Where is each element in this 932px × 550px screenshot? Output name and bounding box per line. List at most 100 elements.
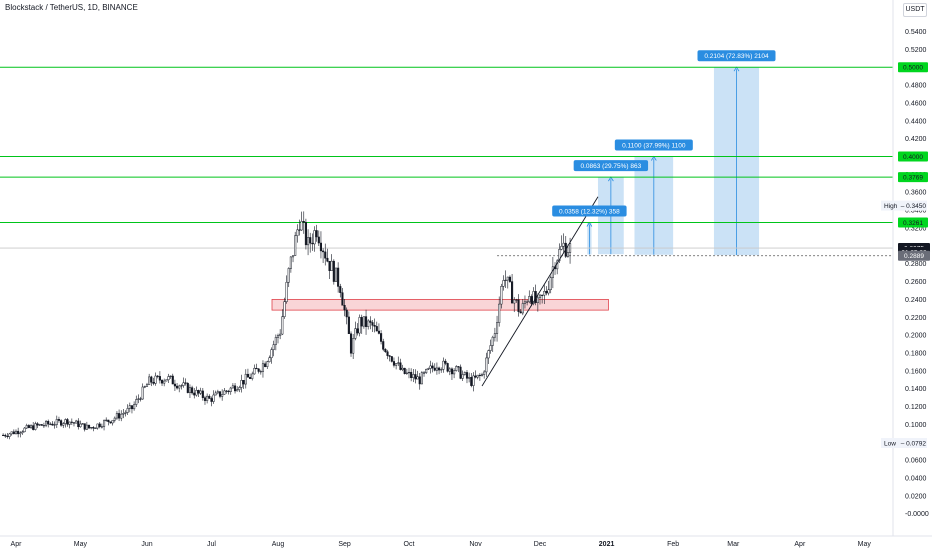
candle-up — [188, 387, 192, 393]
candle-up — [268, 357, 271, 362]
y-tick-label: 0.2400 — [905, 297, 927, 304]
candle-down — [4, 434, 7, 437]
candle-down — [375, 326, 378, 332]
candle-up — [480, 374, 484, 376]
candle-up — [279, 333, 282, 336]
candle-up — [85, 424, 88, 430]
candle-up — [294, 235, 297, 256]
candle-up — [68, 421, 71, 425]
candle-up — [62, 423, 65, 426]
candle-up — [313, 230, 316, 245]
candle-up — [94, 427, 97, 429]
candle-up — [291, 255, 295, 258]
candle-down — [257, 368, 260, 372]
candle-up — [229, 387, 232, 392]
candle-up — [538, 294, 542, 299]
candle-down — [356, 328, 359, 334]
candle-down — [186, 383, 189, 393]
candle-down — [6, 435, 9, 437]
candle-down — [410, 371, 413, 378]
candle-down — [530, 296, 533, 304]
measure-label-bg — [697, 50, 776, 62]
level-badge — [898, 62, 928, 73]
candle-up — [493, 333, 496, 338]
candle-down — [380, 333, 383, 342]
measure-label: 0.0863 (29.75%) 863 — [581, 163, 642, 170]
candle-up — [29, 425, 33, 428]
candle-up — [358, 317, 361, 334]
candle-up — [272, 344, 275, 350]
candle-up — [182, 382, 185, 386]
candle-down — [511, 281, 514, 304]
candle-up — [495, 322, 499, 334]
candle-up — [442, 360, 445, 370]
y-tick-label: 0.3400 — [905, 208, 927, 215]
candle-up — [281, 316, 284, 335]
candle-down — [225, 390, 228, 392]
candle-down — [51, 423, 54, 426]
candle-up — [178, 385, 181, 389]
candle-up — [126, 408, 129, 413]
candle-up — [105, 419, 108, 421]
candle-up — [25, 425, 28, 429]
candle-up — [300, 221, 303, 231]
candle-down — [399, 362, 402, 370]
candle-down — [17, 430, 20, 435]
candle-down — [36, 423, 39, 426]
trend-line[interactable] — [481, 196, 599, 387]
candle-down — [382, 341, 385, 350]
level-badge — [898, 172, 928, 183]
extreme-badge-label: High — [884, 203, 898, 210]
candle-down — [40, 424, 43, 426]
candle-up — [440, 369, 443, 371]
candle-up — [489, 345, 492, 351]
candle-up — [543, 290, 546, 296]
time-axis: Apr May Jun Jul Aug Sep Oct Nov Dec 2021 Feb Mar Apr… — [11, 541, 872, 548]
candle-down — [208, 395, 211, 399]
y-tick-label: 0.2800 — [905, 261, 927, 268]
level-badge-text: 0.4000 — [903, 154, 923, 161]
candle-down — [392, 361, 396, 366]
candle-up — [244, 373, 247, 385]
measure-label: 0.0358 (12.32%) 358 — [559, 208, 620, 215]
candle-down — [203, 397, 207, 401]
candle-down — [27, 425, 30, 428]
currency-button[interactable]: USDT — [903, 3, 927, 17]
candle-down — [264, 363, 267, 367]
candle-up — [90, 427, 93, 429]
candle-down — [388, 355, 391, 357]
candle-down — [12, 431, 15, 435]
candle-down — [328, 260, 331, 271]
candle-down — [139, 398, 142, 400]
candle-down — [298, 229, 301, 231]
y-tick-label: -0.0000 — [905, 511, 929, 518]
candle-down — [72, 422, 76, 424]
candle-up — [395, 363, 398, 366]
candle-up — [259, 371, 262, 373]
candle-up — [485, 357, 488, 373]
x-tick-label: Jun — [141, 541, 152, 548]
candle-up — [532, 291, 535, 304]
candle-up — [128, 405, 131, 409]
candle-up — [416, 376, 419, 380]
level-badge — [898, 151, 928, 162]
candle-up — [367, 320, 370, 327]
candle-down — [541, 294, 544, 296]
candle-up — [401, 367, 404, 370]
candle-up — [42, 425, 45, 427]
candle-up — [55, 419, 58, 425]
y-tick-label: 0.2600 — [905, 279, 927, 286]
candle-up — [64, 419, 67, 424]
candle-up — [491, 336, 494, 346]
candle-up — [498, 303, 501, 323]
candle-up — [165, 379, 168, 382]
candle-down — [197, 390, 200, 394]
candle-down — [317, 236, 320, 244]
candle-down — [87, 424, 91, 429]
candle-up — [221, 394, 224, 397]
candle-up — [362, 316, 365, 327]
candle-up — [115, 413, 118, 419]
candle-down — [341, 292, 344, 306]
support-zone[interactable] — [271, 298, 609, 311]
